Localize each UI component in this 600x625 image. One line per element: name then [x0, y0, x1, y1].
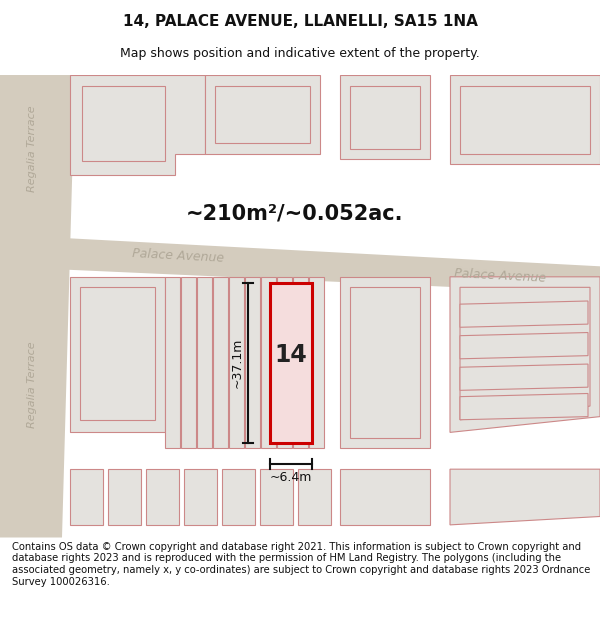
Text: 14, PALACE AVENUE, LLANELLI, SA15 1NA: 14, PALACE AVENUE, LLANELLI, SA15 1NA	[122, 14, 478, 29]
Polygon shape	[309, 277, 324, 448]
Polygon shape	[62, 238, 600, 294]
Polygon shape	[146, 469, 179, 525]
Polygon shape	[350, 86, 420, 149]
Polygon shape	[460, 86, 590, 154]
Polygon shape	[260, 469, 293, 525]
Polygon shape	[229, 277, 244, 448]
Polygon shape	[184, 469, 217, 525]
Polygon shape	[460, 288, 590, 420]
Polygon shape	[82, 86, 165, 161]
Polygon shape	[293, 277, 308, 448]
Polygon shape	[298, 469, 331, 525]
Text: Palace Avenue: Palace Avenue	[132, 247, 224, 265]
Polygon shape	[245, 277, 260, 448]
Bar	[270, 283, 312, 443]
Polygon shape	[215, 86, 310, 143]
Polygon shape	[450, 469, 600, 525]
Polygon shape	[222, 469, 255, 525]
Polygon shape	[205, 75, 320, 154]
Polygon shape	[181, 277, 196, 448]
Polygon shape	[70, 277, 165, 432]
Polygon shape	[450, 277, 600, 432]
Text: 14: 14	[275, 342, 307, 367]
Polygon shape	[460, 364, 588, 391]
Polygon shape	[165, 277, 180, 448]
Polygon shape	[70, 75, 205, 175]
Polygon shape	[277, 277, 292, 448]
Text: Contains OS data © Crown copyright and database right 2021. This information is : Contains OS data © Crown copyright and d…	[12, 542, 590, 587]
Text: ~210m²/~0.052ac.: ~210m²/~0.052ac.	[186, 204, 404, 224]
Text: Map shows position and indicative extent of the property.: Map shows position and indicative extent…	[120, 48, 480, 61]
Polygon shape	[80, 288, 155, 420]
Text: Regalia Terrace: Regalia Terrace	[27, 342, 37, 428]
Text: Palace Avenue: Palace Avenue	[454, 267, 546, 284]
Polygon shape	[108, 469, 141, 525]
Polygon shape	[340, 75, 430, 159]
Polygon shape	[460, 301, 588, 328]
Polygon shape	[450, 75, 600, 164]
Polygon shape	[460, 332, 588, 359]
Polygon shape	[70, 469, 103, 525]
Polygon shape	[340, 469, 430, 525]
Polygon shape	[213, 277, 228, 448]
Polygon shape	[0, 75, 75, 538]
Polygon shape	[197, 277, 212, 448]
Text: ~6.4m: ~6.4m	[270, 471, 312, 484]
Text: Regalia Terrace: Regalia Terrace	[27, 105, 37, 192]
Polygon shape	[350, 288, 420, 438]
Polygon shape	[460, 394, 588, 420]
Polygon shape	[340, 277, 430, 448]
Polygon shape	[261, 277, 276, 448]
Text: ~37.1m: ~37.1m	[230, 338, 244, 388]
